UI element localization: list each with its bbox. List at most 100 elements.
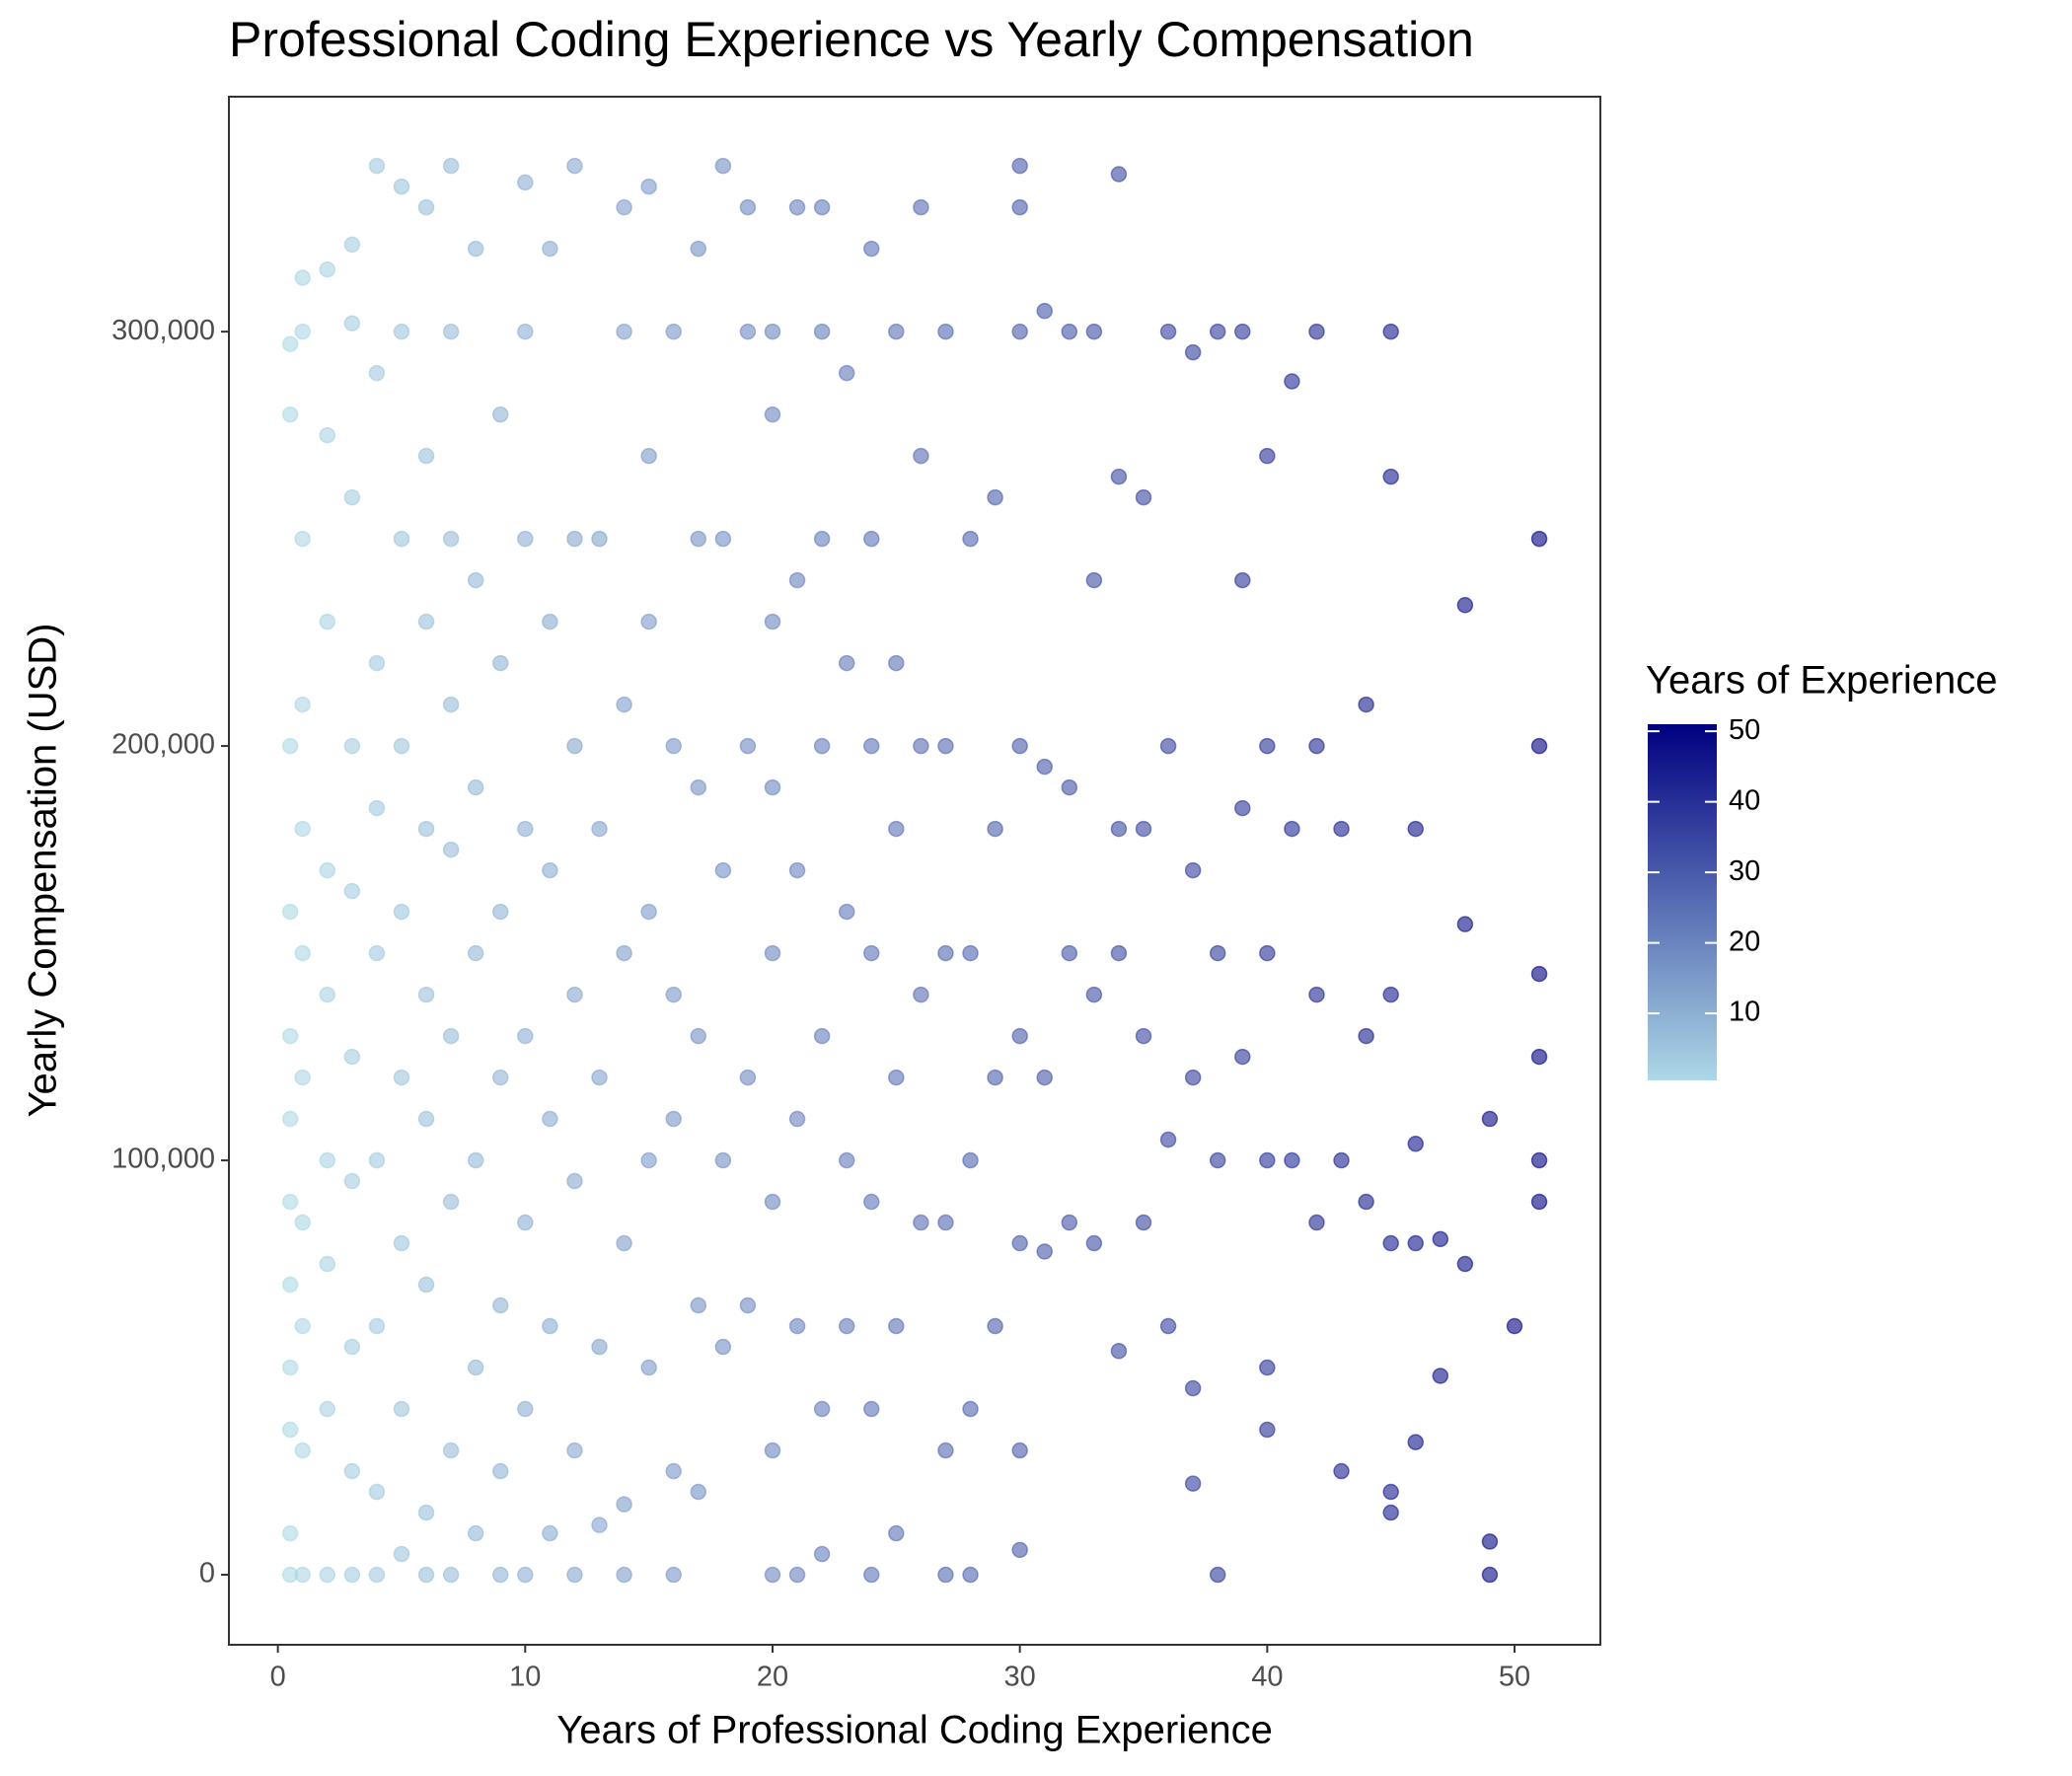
point bbox=[517, 174, 534, 191]
point bbox=[1011, 1541, 1028, 1559]
point bbox=[281, 1421, 299, 1439]
point bbox=[1259, 1151, 1276, 1169]
point bbox=[294, 269, 311, 286]
point bbox=[1530, 737, 1548, 755]
point bbox=[368, 1483, 386, 1501]
point bbox=[788, 198, 806, 216]
y-tick-label: 300,000 bbox=[111, 315, 215, 346]
point bbox=[1333, 820, 1350, 838]
point bbox=[319, 1255, 336, 1273]
point bbox=[1209, 944, 1226, 962]
point bbox=[1011, 1442, 1028, 1459]
point bbox=[343, 882, 361, 900]
point bbox=[294, 944, 311, 962]
point bbox=[1284, 373, 1300, 390]
point bbox=[393, 178, 410, 195]
point bbox=[640, 1359, 657, 1376]
point bbox=[788, 1317, 806, 1335]
point bbox=[591, 1517, 608, 1533]
point bbox=[319, 613, 336, 630]
point bbox=[281, 1524, 299, 1542]
point bbox=[319, 426, 336, 444]
point bbox=[1184, 1379, 1202, 1397]
point bbox=[517, 1027, 534, 1045]
point bbox=[962, 1400, 979, 1418]
point bbox=[616, 1496, 632, 1513]
point bbox=[690, 1027, 707, 1045]
point bbox=[417, 198, 435, 216]
point bbox=[987, 488, 1003, 506]
point bbox=[913, 447, 929, 465]
point bbox=[542, 240, 558, 258]
point bbox=[467, 1524, 484, 1542]
point bbox=[343, 236, 361, 254]
point bbox=[294, 1566, 311, 1584]
point bbox=[517, 1214, 534, 1231]
point bbox=[417, 1110, 435, 1128]
point bbox=[1135, 1027, 1152, 1045]
point bbox=[1530, 1193, 1548, 1211]
point bbox=[281, 335, 299, 352]
point bbox=[1259, 737, 1276, 755]
point bbox=[1481, 1566, 1499, 1584]
point bbox=[813, 1400, 831, 1418]
point bbox=[467, 1359, 484, 1376]
point bbox=[294, 323, 311, 340]
point bbox=[1308, 323, 1325, 340]
point bbox=[640, 903, 657, 921]
point bbox=[343, 315, 361, 332]
point bbox=[813, 323, 831, 340]
point bbox=[937, 1566, 954, 1584]
point bbox=[517, 323, 534, 340]
point bbox=[417, 1504, 435, 1521]
point bbox=[987, 1317, 1003, 1335]
point bbox=[566, 157, 583, 175]
point bbox=[281, 1193, 299, 1211]
point bbox=[1184, 1475, 1202, 1492]
point bbox=[442, 157, 460, 175]
point bbox=[863, 530, 880, 548]
point bbox=[319, 861, 336, 879]
point bbox=[863, 944, 880, 962]
point bbox=[517, 1400, 534, 1418]
point bbox=[764, 406, 781, 423]
point bbox=[343, 1048, 361, 1066]
point bbox=[838, 364, 855, 382]
point bbox=[566, 986, 583, 1003]
point bbox=[1234, 799, 1251, 817]
point bbox=[962, 1151, 979, 1169]
point bbox=[937, 1442, 954, 1459]
point bbox=[665, 1462, 682, 1480]
point bbox=[467, 1151, 484, 1169]
point bbox=[863, 240, 880, 258]
point bbox=[1530, 1151, 1548, 1169]
point bbox=[591, 1338, 608, 1356]
point bbox=[788, 861, 806, 879]
point bbox=[714, 861, 732, 879]
point bbox=[343, 1462, 361, 1480]
point bbox=[1011, 737, 1028, 755]
point bbox=[1358, 1027, 1374, 1045]
point bbox=[294, 530, 311, 548]
point bbox=[1382, 1483, 1399, 1501]
point bbox=[813, 530, 831, 548]
point bbox=[690, 1296, 707, 1314]
point bbox=[393, 1400, 410, 1418]
point bbox=[368, 364, 386, 382]
point bbox=[788, 571, 806, 589]
point bbox=[1085, 323, 1103, 340]
x-tick-label: 0 bbox=[270, 1662, 286, 1693]
point bbox=[913, 1214, 929, 1231]
point bbox=[1209, 323, 1226, 340]
point bbox=[888, 1317, 905, 1335]
x-axis-title: Years of Professional Coding Experience bbox=[556, 1709, 1273, 1752]
point bbox=[343, 488, 361, 506]
point bbox=[863, 1566, 880, 1584]
colorbar-tick-label: 50 bbox=[1729, 714, 1760, 746]
point bbox=[491, 903, 509, 921]
point bbox=[1308, 1214, 1325, 1231]
point bbox=[1234, 571, 1251, 589]
point bbox=[566, 737, 583, 755]
point bbox=[764, 323, 781, 340]
point bbox=[294, 696, 311, 713]
